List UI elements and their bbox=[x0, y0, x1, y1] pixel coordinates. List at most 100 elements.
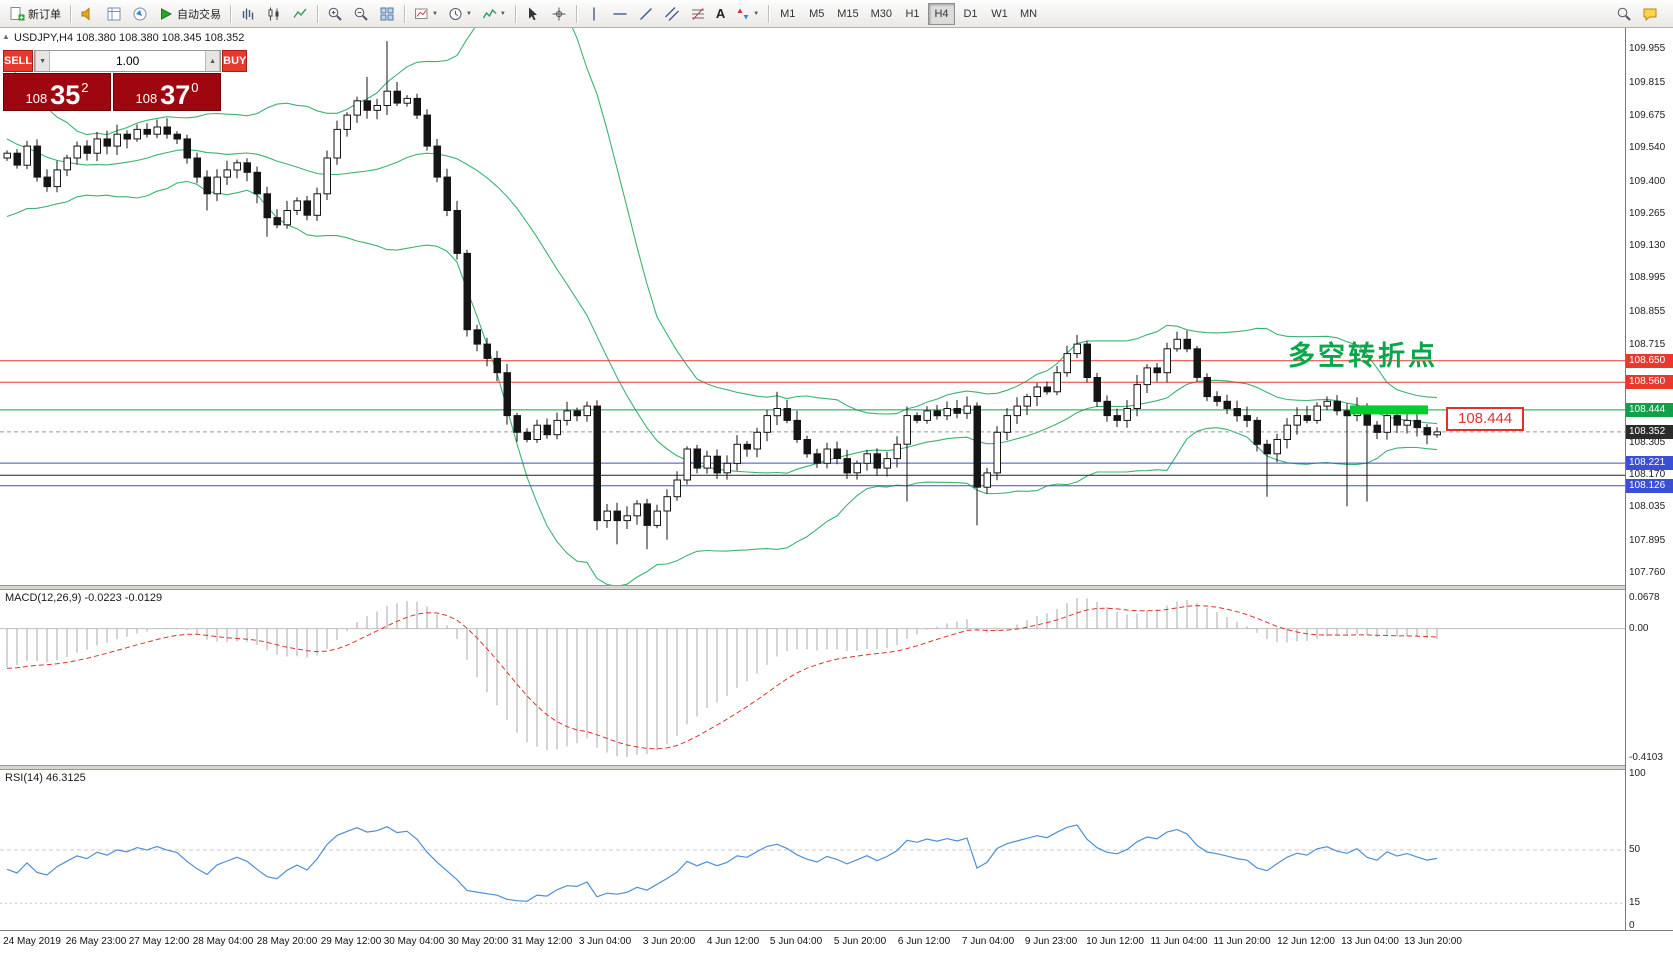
price-label-box[interactable]: 108.444 bbox=[1446, 407, 1525, 431]
time-label: 28 May 20:00 bbox=[256, 936, 318, 947]
macd-scale-min: -0.4103 bbox=[1629, 752, 1663, 763]
fibonacci-tool-button[interactable] bbox=[686, 3, 710, 25]
panel-splitter[interactable] bbox=[0, 765, 1673, 770]
candle bbox=[1143, 364, 1151, 393]
time-label: 9 Jun 23:00 bbox=[1024, 936, 1078, 947]
candle bbox=[793, 410, 801, 443]
timeframe-m5-button[interactable]: M5 bbox=[803, 3, 830, 25]
candle bbox=[1103, 395, 1111, 422]
chevron-down-icon: ▼ bbox=[499, 10, 506, 17]
sell-price-point: 2 bbox=[81, 80, 89, 95]
sell-button[interactable]: SELL bbox=[3, 50, 34, 72]
volume-decrease-button[interactable]: ▼ bbox=[35, 51, 51, 71]
candle bbox=[913, 412, 921, 424]
timeframe-buttons: M1 M5 M15 M30 H1 H4 D1 W1 MN bbox=[773, 2, 1043, 25]
crosshair-button[interactable] bbox=[547, 3, 571, 25]
candle bbox=[103, 130, 111, 155]
periods-button[interactable]: ▼ bbox=[444, 3, 476, 25]
price-tick: 109.540 bbox=[1629, 142, 1666, 153]
text-tool-button[interactable]: A bbox=[712, 3, 729, 25]
macd-scale-max: 0.0678 bbox=[1629, 592, 1660, 603]
price-tag: 108.126 bbox=[1626, 479, 1673, 493]
price-tag: 108.221 bbox=[1626, 456, 1673, 470]
candle bbox=[683, 446, 691, 485]
price-tick: 107.895 bbox=[1629, 535, 1666, 546]
main-chart[interactable] bbox=[0, 0, 1625, 587]
cursor-button[interactable] bbox=[521, 3, 545, 25]
trendline-tool-button[interactable] bbox=[634, 3, 658, 25]
vertical-line-tool-button[interactable] bbox=[582, 3, 606, 25]
zoom-out-button[interactable] bbox=[349, 3, 373, 25]
chart-annotation[interactable]: 多空转折点 bbox=[1288, 341, 1438, 371]
candle bbox=[33, 139, 41, 182]
vertical-line-icon bbox=[586, 6, 602, 22]
sound-button[interactable] bbox=[76, 3, 100, 25]
volume-increase-button[interactable]: ▲ bbox=[205, 51, 221, 71]
autotrade-button[interactable]: 自动交易 bbox=[154, 3, 225, 25]
price-axis[interactable]: 109.955 109.815 109.675 109.540 109.400 109.2… bbox=[1625, 28, 1673, 931]
channel-tool-button[interactable] bbox=[660, 3, 684, 25]
timeframe-d1-button[interactable]: D1 bbox=[957, 3, 984, 25]
horizontal-line-tool-button[interactable] bbox=[608, 3, 632, 25]
timeframe-h1-button[interactable]: H1 bbox=[899, 3, 926, 25]
sell-price-pips: 35 bbox=[50, 80, 81, 111]
candle bbox=[1413, 411, 1421, 437]
indicators-button[interactable]: ▼ bbox=[478, 3, 510, 25]
tile-windows-icon bbox=[379, 6, 395, 22]
search-button[interactable] bbox=[1612, 3, 1636, 25]
time-label: 28 May 04:00 bbox=[192, 936, 254, 947]
templates-button[interactable]: ▼ bbox=[410, 3, 442, 25]
candle bbox=[1013, 397, 1021, 424]
new-order-button[interactable]: 新订单 bbox=[5, 3, 65, 25]
timeframe-m15-button[interactable]: M15 bbox=[832, 3, 863, 25]
candle bbox=[623, 506, 631, 529]
time-axis[interactable]: 24 May 2019 26 May 23:00 27 May 12:00 28 Ma… bbox=[0, 930, 1673, 953]
candle bbox=[1063, 345, 1071, 377]
zoom-in-button[interactable] bbox=[323, 3, 347, 25]
timeframe-w1-button[interactable]: W1 bbox=[986, 3, 1013, 25]
chart-panel[interactable]: ▲ USDJPY,H4 108.380 108.380 108.345 108.… bbox=[0, 0, 1625, 587]
candle bbox=[1123, 400, 1131, 428]
macd-panel[interactable]: MACD(12,26,9) -0.0223 -0.0129 bbox=[0, 590, 1625, 765]
rsi-scale-label: 100 bbox=[1629, 768, 1646, 779]
timeframe-mn-button[interactable]: MN bbox=[1015, 3, 1042, 25]
market-watch-button[interactable] bbox=[102, 3, 126, 25]
tile-windows-button[interactable] bbox=[375, 3, 399, 25]
community-button[interactable] bbox=[1638, 3, 1662, 25]
buy-button[interactable]: BUY bbox=[222, 50, 248, 72]
collapse-panel-icon[interactable]: ▲ bbox=[2, 32, 10, 41]
panel-splitter[interactable] bbox=[0, 585, 1673, 590]
candle bbox=[433, 139, 441, 183]
zoom-out-icon bbox=[353, 6, 369, 22]
candle bbox=[363, 76, 371, 119]
timeframe-m30-button[interactable]: M30 bbox=[866, 3, 897, 25]
line-chart-button[interactable] bbox=[288, 3, 312, 25]
arrows-tool-button[interactable]: ▼ bbox=[731, 3, 763, 25]
time-label: 4 Jun 12:00 bbox=[706, 936, 760, 947]
highlight-bar[interactable] bbox=[1350, 405, 1428, 415]
new-order-icon bbox=[9, 6, 25, 22]
price-tick: 108.035 bbox=[1629, 501, 1666, 512]
price-tick: 108.995 bbox=[1629, 272, 1666, 283]
candle bbox=[403, 95, 411, 107]
timeframe-h4-button[interactable]: H4 bbox=[928, 2, 956, 25]
candle bbox=[973, 402, 981, 526]
candle bbox=[273, 209, 281, 229]
sell-price-display[interactable]: 108 35 2 bbox=[3, 73, 111, 111]
price-tick: 108.170 bbox=[1629, 469, 1666, 480]
bar-chart-button[interactable] bbox=[236, 3, 260, 25]
navigator-button[interactable] bbox=[128, 3, 152, 25]
sell-price-figure: 108 bbox=[25, 91, 48, 106]
macd-label: MACD(12,26,9) -0.0223 -0.0129 bbox=[5, 592, 163, 604]
chevron-down-icon: ▼ bbox=[432, 10, 438, 17]
candle bbox=[193, 152, 201, 184]
candlestick-chart-button[interactable] bbox=[262, 3, 286, 25]
timeframe-m1-button[interactable]: M1 bbox=[774, 3, 801, 25]
volume-input[interactable] bbox=[50, 51, 206, 71]
buy-price-display[interactable]: 108 37 0 bbox=[113, 73, 221, 111]
candle bbox=[473, 324, 481, 352]
time-label: 6 Jun 12:00 bbox=[897, 936, 951, 947]
rsi-panel[interactable]: RSI(14) 46.3125 bbox=[0, 770, 1625, 930]
candle bbox=[183, 134, 191, 164]
